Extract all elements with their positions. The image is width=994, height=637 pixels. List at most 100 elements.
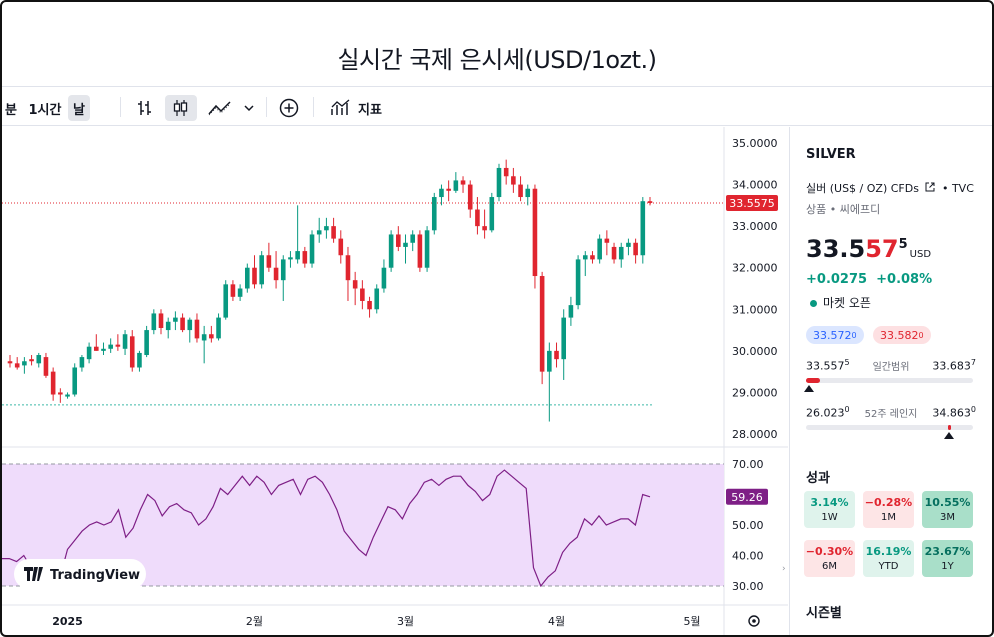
ask-value: 33.582 <box>880 328 919 342</box>
time-tick-label: 3월 <box>397 615 414 628</box>
candle-up <box>453 172 459 193</box>
candle-down <box>252 255 257 289</box>
candle-body <box>86 346 92 360</box>
candle-up <box>388 230 394 272</box>
candle-body <box>309 234 315 264</box>
candle-down <box>302 246 308 268</box>
performance-label: YTD <box>878 561 899 572</box>
candle-body <box>590 255 595 260</box>
performance-cell-1y[interactable]: 23.67% 1Y <box>922 540 973 577</box>
performance-cell-ytd[interactable]: 16.19% YTD <box>863 540 914 577</box>
indicators-button[interactable]: 지표 <box>325 95 387 121</box>
candle-down <box>460 176 466 193</box>
bid-badge: 33.572 0 <box>806 326 864 344</box>
performance-cell-3m[interactable]: 10.55% 3M <box>922 491 973 528</box>
performance-cell-1w[interactable]: 3.14% 1W <box>804 491 855 528</box>
candle-body <box>460 180 466 185</box>
candle-body <box>575 259 581 306</box>
candle-body <box>79 357 85 368</box>
candle-up <box>280 255 286 301</box>
candle-up <box>403 234 408 264</box>
rsi-tick-label: 70.00 <box>732 458 764 471</box>
chart-area[interactable]: 35.0000 34.0000 33.0000 32.0000 31.0000 30.00… <box>2 127 788 637</box>
symbol-name[interactable]: SILVER <box>806 147 856 162</box>
candle-down <box>396 226 401 252</box>
candle-body <box>453 180 459 191</box>
candle-body <box>266 255 272 268</box>
symbol-category: 상품 • 씨에프디 <box>806 203 881 216</box>
timeframe-1h-button[interactable]: 1시간 <box>28 102 62 118</box>
candle-up <box>626 238 631 256</box>
candle-body <box>14 363 20 368</box>
candle-body <box>396 234 401 247</box>
tradingview-logo: TradingView <box>14 559 146 589</box>
performance-label: 6M <box>822 561 837 572</box>
candle-up <box>410 230 415 252</box>
toolbar-divider <box>120 97 121 117</box>
day-range-bar <box>806 378 973 383</box>
candle-body <box>187 319 193 331</box>
plus-circle-icon[interactable] <box>276 95 302 121</box>
candle-body <box>230 284 236 297</box>
candle-body <box>482 226 487 231</box>
candle-body <box>410 234 415 243</box>
price-chart[interactable]: 35.0000 34.0000 33.0000 32.0000 31.0000 30.00… <box>2 127 788 637</box>
price-currency: USD <box>909 249 932 260</box>
candle-body <box>43 357 49 376</box>
toolbar-divider <box>266 97 267 117</box>
timeframe-minute-button[interactable]: 분 <box>5 102 17 118</box>
candle-up <box>259 251 264 289</box>
performance-cell-6m[interactable]: −0.30% 6M <box>804 540 855 577</box>
ask-badge: 33.582 0 <box>873 326 931 344</box>
candles-icon[interactable] <box>165 95 197 121</box>
panel-toggle-icon: › <box>782 564 786 574</box>
timeframe-day-button[interactable]: 날 <box>68 95 90 121</box>
performance-cell-1m[interactable]: −0.28% 1M <box>863 491 914 528</box>
ask-sup: 0 <box>918 330 924 340</box>
candle-up <box>381 259 387 293</box>
bars-icon[interactable] <box>132 95 158 121</box>
performance-value: −0.30% <box>805 545 854 558</box>
candle-up <box>122 330 128 356</box>
candle-up <box>245 263 250 293</box>
candle-down <box>194 313 200 343</box>
candle-up <box>439 184 444 206</box>
candle-up <box>237 284 243 301</box>
candle-body <box>194 319 200 339</box>
candle-down <box>58 388 63 403</box>
candle-up <box>151 309 157 335</box>
candle-down <box>511 167 516 193</box>
chevron-down-icon[interactable] <box>240 95 258 121</box>
candle-body <box>611 246 617 260</box>
performance-value: 23.67% <box>924 545 971 558</box>
candle-body <box>403 242 408 247</box>
price-tick-label: 35.0000 <box>732 137 778 150</box>
candle-up <box>324 217 329 239</box>
indicators-icon <box>331 99 350 115</box>
candle-body <box>618 246 624 260</box>
settings-icon[interactable] <box>748 615 760 627</box>
week52-range-marker-icon <box>943 432 954 439</box>
candle-up <box>424 226 430 272</box>
candle-up <box>36 352 42 368</box>
candle-down <box>518 176 523 202</box>
candle-down <box>115 334 121 351</box>
candle-body <box>7 361 13 364</box>
candle-down <box>209 325 214 343</box>
candle-up <box>288 251 293 268</box>
candle-body <box>568 305 574 318</box>
candle-body <box>180 317 185 331</box>
candle-up <box>575 255 581 310</box>
candle-down <box>180 313 185 333</box>
candle-down <box>539 271 545 385</box>
area-icon[interactable] <box>205 95 235 121</box>
price-highlight: 57 <box>865 235 899 263</box>
candle-down <box>604 230 610 256</box>
candle-down <box>467 180 473 218</box>
candle-down <box>554 342 559 368</box>
candle-body <box>137 352 142 368</box>
external-link-icon[interactable] <box>925 182 935 192</box>
candle-body <box>93 346 99 351</box>
rsi-value-label: 59.26 <box>731 491 763 504</box>
candle-body <box>50 371 56 395</box>
